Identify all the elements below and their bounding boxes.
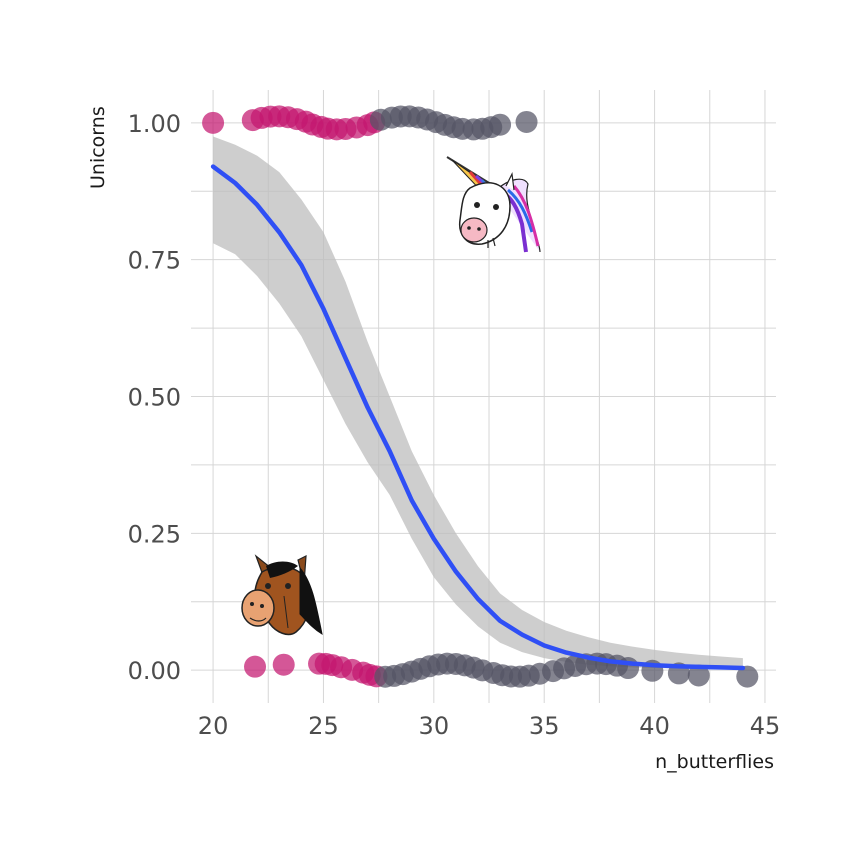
horse-icon [241,554,323,636]
data-point [244,655,267,678]
tick-labels: 20 25 30 35 40 45 0.00 0.25 0.50 0.75 1.00 [128,110,781,740]
x-axis-title: n_butterflies [655,751,774,773]
fit-line [210,164,746,671]
data-point [202,111,225,134]
x-tick-label: 40 [639,712,670,740]
x-tick-label: 45 [750,712,781,740]
x-tick-label: 25 [308,712,339,740]
confidence-band-layer [213,136,743,670]
y-axis-title: Unicorns [87,106,109,189]
y-tick-label: 1.00 [128,110,181,138]
confidence-band [213,136,743,670]
data-point [489,113,512,136]
y-tick-label: 0.50 [128,384,181,412]
y-tick-label: 0.25 [128,520,181,548]
fit-line-layer [210,164,746,671]
points-layer [202,105,759,688]
unicorn-icon [446,156,541,253]
data-point [736,665,759,688]
x-tick-label: 20 [198,712,229,740]
data-point [272,653,295,676]
data-point [515,110,538,133]
y-tick-label: 0.75 [128,247,181,275]
data-point [687,664,710,687]
x-tick-label: 30 [419,712,450,740]
y-tick-label: 0.00 [128,657,181,685]
x-tick-label: 35 [529,712,560,740]
